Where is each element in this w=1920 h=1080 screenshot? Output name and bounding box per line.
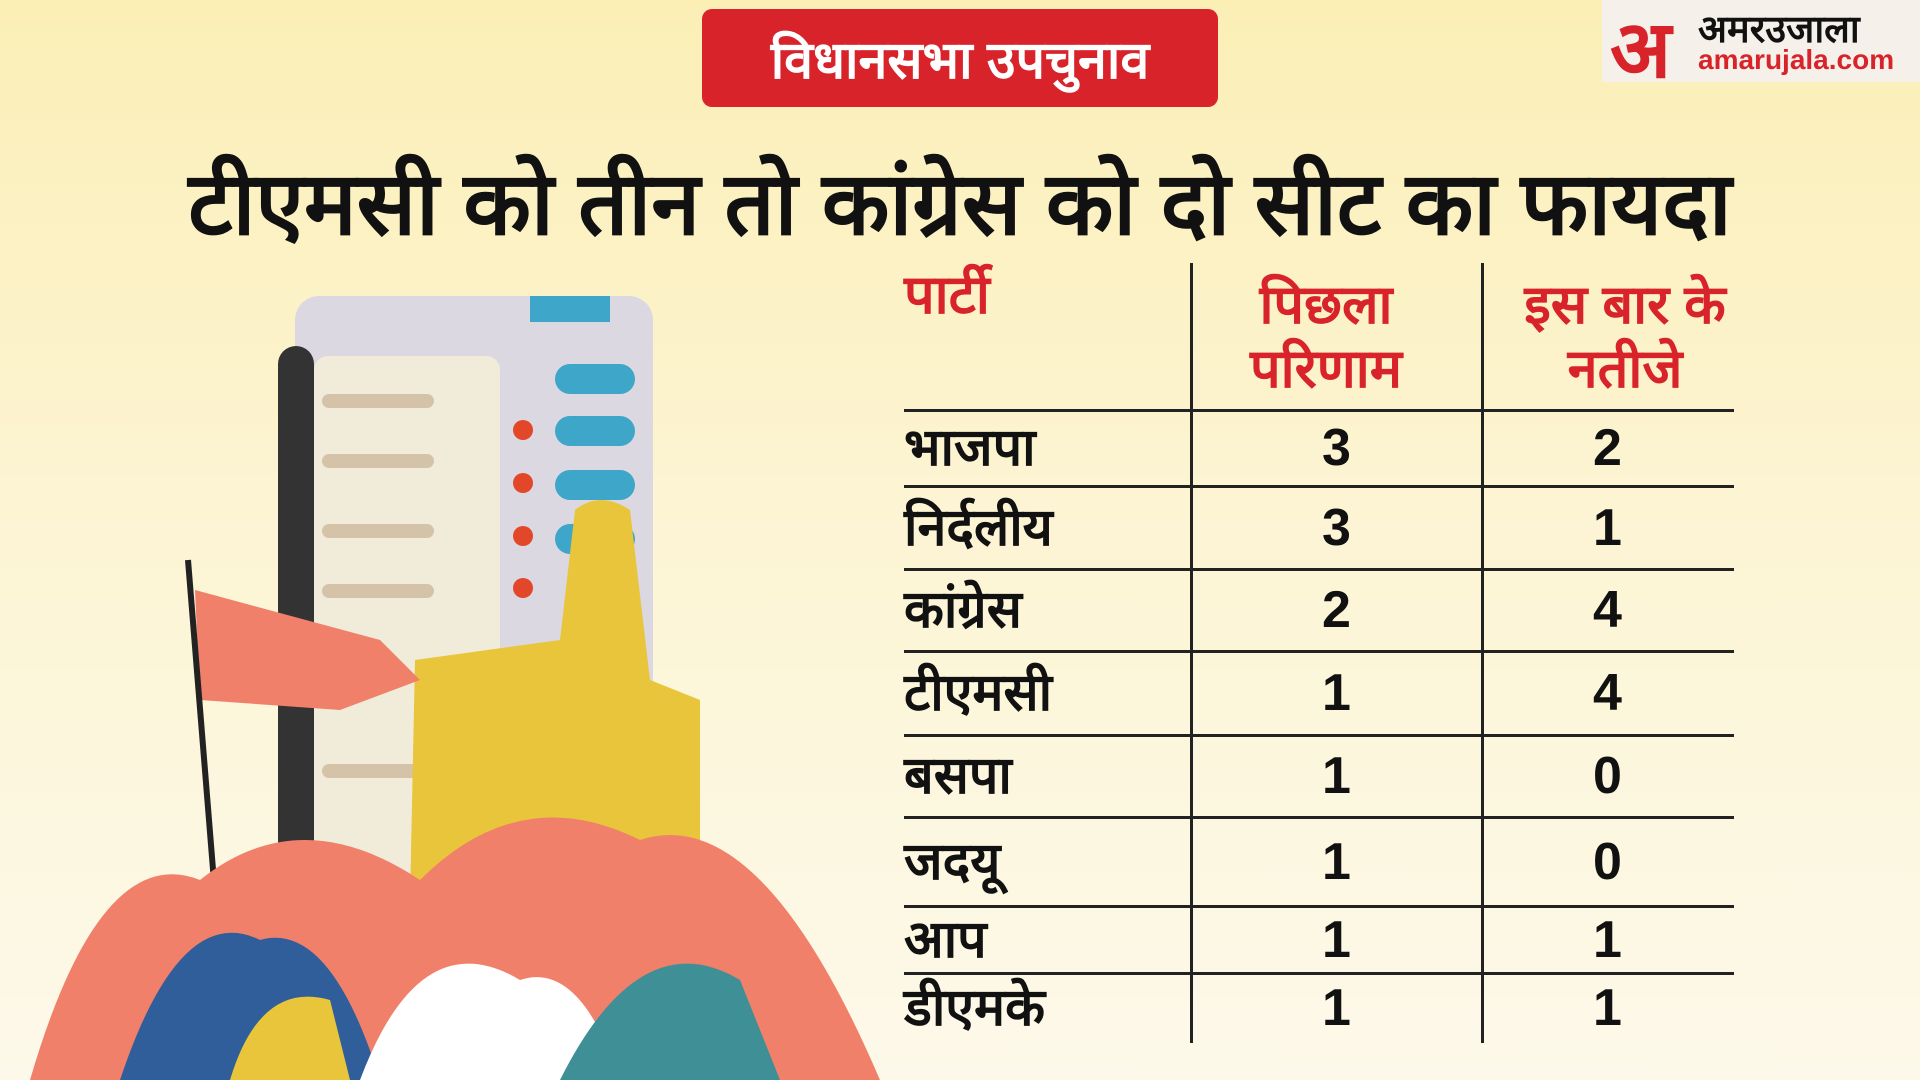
illustration <box>30 296 880 1080</box>
result-value: 3 <box>1322 419 1351 477</box>
party-name: टीएमसी <box>904 664 1053 722</box>
row-divider <box>904 568 1734 571</box>
party-name: आप <box>904 910 987 969</box>
party-name: बसपा <box>904 747 1012 805</box>
result-value: 1 <box>1322 979 1351 1037</box>
row-divider <box>904 816 1734 819</box>
result-value: 1 <box>1322 747 1351 805</box>
result-value: 4 <box>1593 581 1622 639</box>
row-divider <box>904 650 1734 653</box>
column-header: इस बार के नतीजे <box>1524 274 1726 399</box>
tag: विधानसभा उपचुनाव <box>702 9 1218 107</box>
party-name: निर्दलीय <box>904 498 1053 557</box>
result-value: 0 <box>1593 832 1622 891</box>
result-value: 1 <box>1322 664 1351 722</box>
party-name: डीएमके <box>904 979 1046 1037</box>
row-divider <box>904 734 1734 737</box>
result-value: 1 <box>1322 832 1351 891</box>
column-divider <box>1190 263 1193 1043</box>
headline: टीएमसी को तीन तो कांग्रेस को दो सीट का फ… <box>188 154 1732 253</box>
result-value: 1 <box>1593 979 1622 1037</box>
logo: अ अमरउजाला amarujala.com <box>1602 0 1920 94</box>
row-divider <box>904 409 1734 412</box>
result-value: 4 <box>1593 664 1622 722</box>
result-value: 1 <box>1322 910 1351 969</box>
row-divider <box>904 905 1734 908</box>
result-value: 1 <box>1593 498 1622 557</box>
party-name: जदयू <box>904 832 1001 891</box>
party-name: कांग्रेस <box>904 581 1022 639</box>
result-value: 2 <box>1322 581 1351 639</box>
column-divider <box>1481 263 1484 1043</box>
result-value: 3 <box>1322 498 1351 557</box>
party-name: भाजपा <box>904 419 1036 477</box>
row-divider <box>904 485 1734 488</box>
logo-url: amarujala.com <box>1698 44 1895 75</box>
logo-mark: अ <box>1610 5 1672 94</box>
result-value: 1 <box>1593 910 1622 969</box>
logo-name: अमरउजाला <box>1698 9 1860 51</box>
result-value: 0 <box>1593 747 1622 805</box>
row-divider <box>904 972 1734 975</box>
result-value: 2 <box>1593 419 1622 477</box>
column-header: पार्टी <box>904 265 990 325</box>
column-header: पिछला परिणाम <box>1249 274 1403 399</box>
